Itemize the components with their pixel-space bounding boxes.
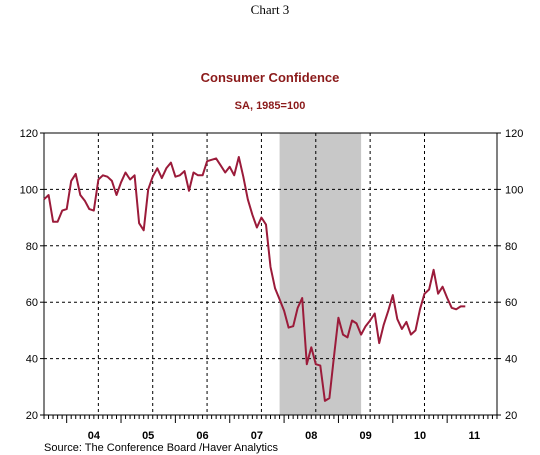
y-tick-label-left: 40	[26, 354, 38, 366]
chart-subtitle: SA, 1985=100	[235, 100, 306, 112]
source-note: Source: The Conference Board /Haver Anal…	[44, 442, 278, 454]
y-tick-label-left: 60	[26, 297, 38, 309]
y-tick-label-right: 40	[505, 354, 517, 366]
x-tick-label: 06	[196, 430, 208, 442]
chart-header: Chart 3	[251, 2, 290, 17]
y-tick-label-left: 20	[26, 410, 38, 422]
y-tick-label-left: 80	[26, 241, 38, 253]
chart-title: Consumer Confidence	[201, 70, 340, 85]
y-tick-label-left: 100	[20, 184, 38, 196]
x-tick-label: 05	[142, 430, 154, 442]
y-tick-label-left: 120	[20, 128, 38, 140]
y-tick-label-right: 120	[505, 128, 523, 140]
plot-area: 20 20 40 40 60 60 80 80 100 100 120 120 04 05 06 07 08 09…	[20, 128, 524, 442]
x-tick-label: 08	[305, 430, 317, 442]
y-tick-label-right: 20	[505, 410, 517, 422]
x-tick-label: 04	[88, 430, 101, 442]
y-tick-label-right: 60	[505, 297, 517, 309]
plot-frame	[43, 132, 498, 416]
series-line	[43, 156, 466, 402]
y-tick-label-right: 100	[505, 184, 523, 196]
y-tick-label-right: 80	[505, 241, 517, 253]
x-tick-label: 09	[359, 430, 371, 442]
x-tick-label: 10	[414, 430, 426, 442]
x-tick-label: 07	[251, 430, 263, 442]
x-tick-label: 11	[469, 430, 481, 442]
